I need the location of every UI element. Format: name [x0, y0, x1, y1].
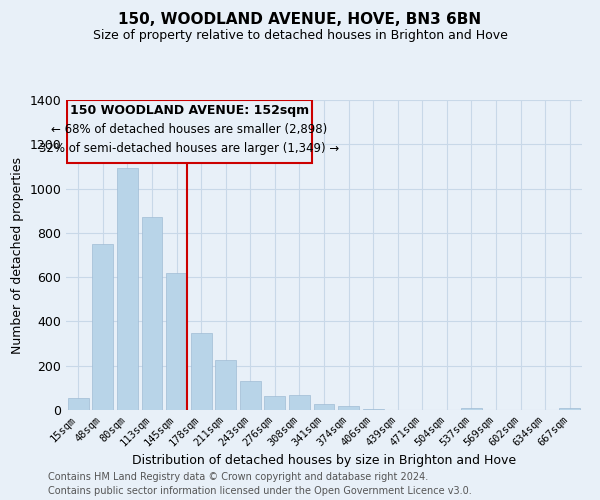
- Text: ← 68% of detached houses are smaller (2,898): ← 68% of detached houses are smaller (2,…: [52, 123, 328, 136]
- Bar: [461, 408, 482, 410]
- Y-axis label: Number of detached properties: Number of detached properties: [11, 156, 24, 354]
- X-axis label: Distribution of detached houses by size in Brighton and Hove: Distribution of detached houses by size …: [132, 454, 516, 467]
- Bar: [338, 406, 359, 410]
- Bar: [362, 409, 383, 410]
- Bar: [166, 272, 187, 410]
- Text: 32% of semi-detached houses are larger (1,349) →: 32% of semi-detached houses are larger (…: [40, 142, 340, 154]
- Bar: [68, 398, 89, 410]
- Text: 150, WOODLAND AVENUE, HOVE, BN3 6BN: 150, WOODLAND AVENUE, HOVE, BN3 6BN: [118, 12, 482, 28]
- Bar: [314, 404, 334, 410]
- Bar: [240, 381, 261, 410]
- FancyBboxPatch shape: [67, 100, 312, 163]
- Bar: [559, 408, 580, 410]
- Bar: [289, 394, 310, 410]
- Bar: [191, 333, 212, 410]
- Text: 150 WOODLAND AVENUE: 152sqm: 150 WOODLAND AVENUE: 152sqm: [70, 104, 309, 117]
- Bar: [265, 396, 286, 410]
- Bar: [92, 244, 113, 410]
- Text: Contains HM Land Registry data © Crown copyright and database right 2024.: Contains HM Land Registry data © Crown c…: [48, 472, 428, 482]
- Bar: [142, 218, 163, 410]
- Bar: [117, 168, 138, 410]
- Bar: [215, 360, 236, 410]
- Text: Size of property relative to detached houses in Brighton and Hove: Size of property relative to detached ho…: [92, 29, 508, 42]
- Text: Contains public sector information licensed under the Open Government Licence v3: Contains public sector information licen…: [48, 486, 472, 496]
